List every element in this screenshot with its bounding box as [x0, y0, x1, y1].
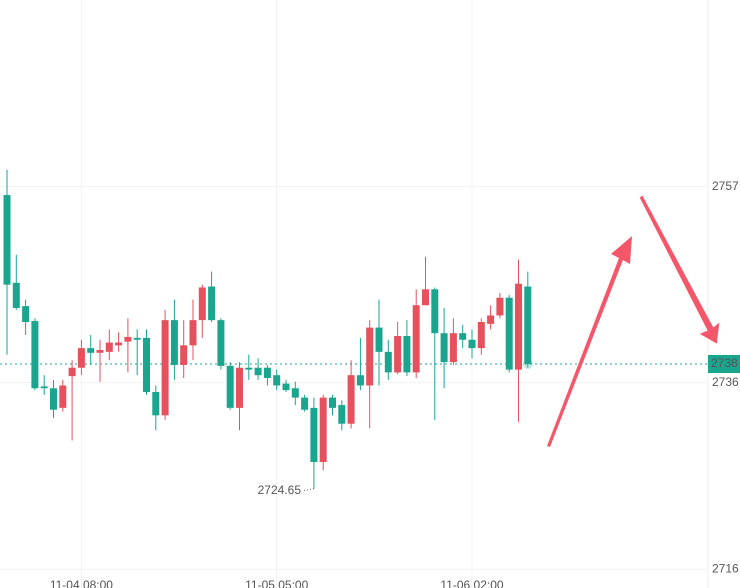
candle-body — [440, 333, 448, 363]
candle-body — [301, 397, 309, 410]
x-tick-label: 11-05 05:00 — [245, 578, 308, 588]
y-tick-label: 2736 — [712, 375, 739, 389]
candle-body — [105, 342, 113, 352]
candle-body — [189, 320, 197, 346]
candle-body — [40, 386, 48, 389]
candle-body — [356, 375, 364, 386]
candle-body — [115, 342, 123, 346]
candle-body — [245, 367, 253, 370]
candle-body — [273, 375, 281, 386]
candle-body — [394, 336, 402, 373]
candle-body — [161, 320, 169, 416]
candle-body — [59, 385, 67, 408]
candle-body — [412, 305, 420, 373]
candle-body — [22, 306, 30, 322]
candle-body — [422, 289, 429, 306]
low-leader — [302, 488, 314, 492]
y-tick-label: 2716 — [712, 562, 739, 576]
candle-body — [403, 336, 411, 373]
candle-body — [329, 397, 336, 408]
low-annotation: 2724.65 — [258, 483, 302, 497]
candle-body — [524, 286, 532, 364]
candle-body — [366, 327, 374, 386]
candle-body — [347, 375, 355, 424]
candle-body — [459, 333, 467, 340]
candle-body — [477, 322, 485, 349]
candle-body — [505, 297, 513, 370]
current-price-box — [708, 355, 740, 373]
candle-body — [198, 287, 206, 321]
candle-body — [254, 367, 262, 376]
candle-body — [319, 397, 327, 462]
candle-body — [310, 407, 318, 462]
candle-body — [12, 282, 20, 308]
candle-body — [68, 367, 76, 377]
candle-body — [236, 367, 243, 408]
candle-body — [431, 289, 439, 334]
candle-body — [50, 388, 57, 410]
annotation-arrow-up — [547, 236, 632, 447]
candle-body — [3, 195, 11, 285]
candle-body — [468, 339, 476, 349]
candle-body — [338, 405, 346, 424]
candle-body — [170, 320, 178, 365]
x-tick-label: 11-04 08:00 — [50, 578, 113, 588]
last-price-glow — [522, 359, 533, 369]
candle-body — [282, 383, 290, 391]
candle-body — [217, 320, 225, 366]
candle-body — [133, 337, 141, 340]
candle-body — [449, 333, 457, 363]
candle-body — [87, 348, 95, 353]
candle-body — [77, 348, 85, 368]
candle-body — [152, 392, 160, 416]
candle-body — [124, 336, 132, 342]
candle-body — [375, 327, 383, 352]
candle-body — [31, 321, 39, 389]
candle-body — [208, 286, 216, 321]
candle-body — [496, 297, 504, 316]
candle-body — [226, 365, 234, 408]
x-tick-label: 11-06 02:00 — [440, 578, 503, 588]
current-price-label: 2738 — [711, 356, 738, 370]
candle-body — [515, 283, 522, 370]
candle-body — [384, 351, 392, 373]
candle-body — [487, 315, 495, 324]
candle-body — [143, 337, 150, 392]
y-tick-label: 2757 — [712, 179, 739, 193]
candle-body — [263, 367, 271, 378]
candle-body — [96, 350, 104, 353]
candle-body — [291, 388, 299, 398]
candle-body — [180, 345, 188, 365]
annotation-arrow-down — [639, 195, 720, 344]
